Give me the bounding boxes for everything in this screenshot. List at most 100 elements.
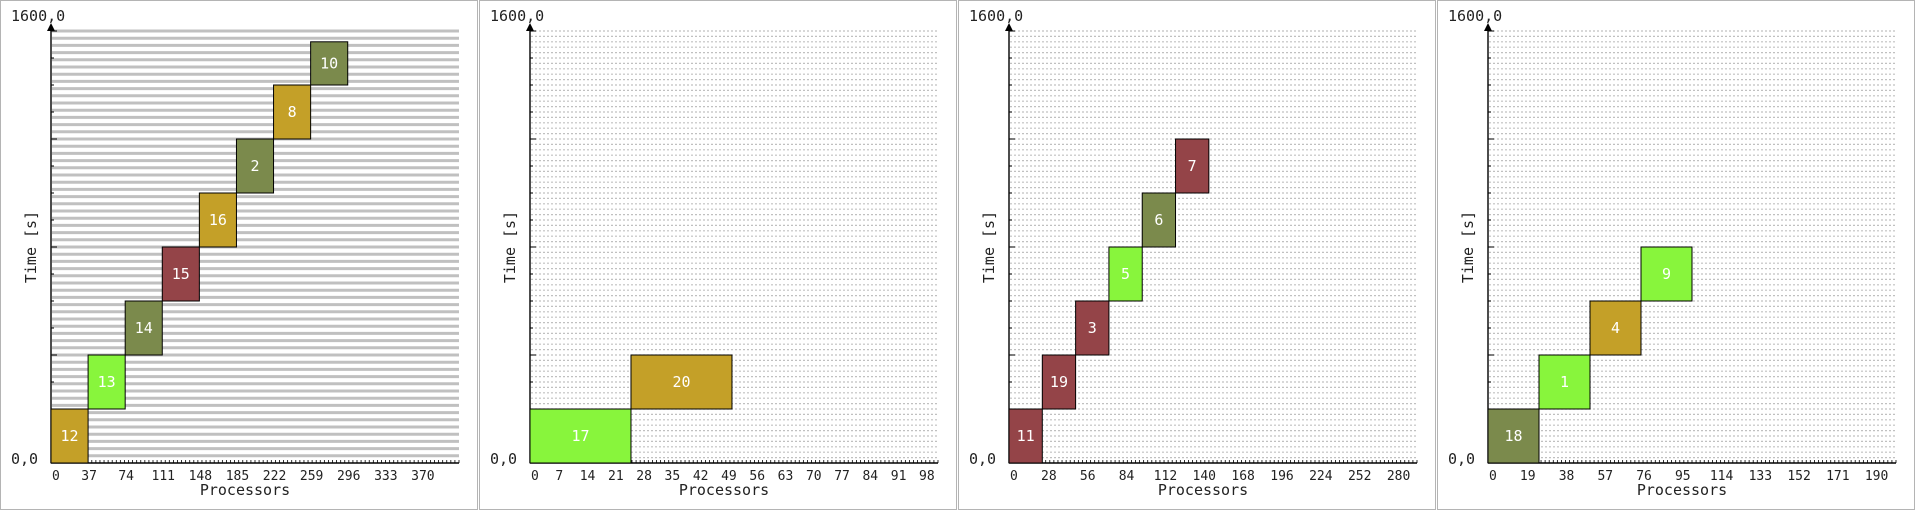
job-label: 6: [1154, 211, 1163, 229]
job-bar[interactable]: [124, 300, 163, 356]
x-tick-label: 56: [749, 469, 765, 484]
x-tick-label: 42: [693, 469, 709, 484]
job-bar[interactable]: [87, 354, 126, 410]
job-label: 1: [1560, 373, 1569, 391]
job-bar[interactable]: [1175, 138, 1210, 194]
x-tick-label: 185: [226, 469, 249, 484]
y-axis-label: Time [s]: [980, 211, 998, 283]
job-bar[interactable]: [273, 84, 312, 140]
x-tick-label: 140: [1193, 469, 1216, 484]
job-label: 2: [250, 157, 259, 175]
x-tick-label: 38: [1559, 469, 1575, 484]
job-bar[interactable]: [50, 408, 89, 464]
x-tick-label: 259: [300, 469, 323, 484]
job-bar[interactable]: [1538, 354, 1591, 410]
chart-svg: 0 7 14 21 28 35 42 49 56 63 70 77 84 91 98 1600,0 0,0 Pro…: [490, 7, 939, 499]
x-tick-label: 296: [337, 469, 360, 484]
job-label: 8: [288, 103, 297, 121]
chart-panel-4: 0 19 38 57 76 95 114 133 152 171 190 1600,0 0,0 Proce…: [1437, 0, 1915, 510]
x-tick-label: 84: [862, 469, 878, 484]
job-17[interactable]: 17: [529, 408, 632, 464]
chart-panel-2: 0 7 14 21 28 35 42 49 56 63 70 77 84 91 98 1600,0 0,0 Pro…: [479, 0, 957, 510]
job-4[interactable]: 4: [1589, 300, 1642, 356]
job-bar[interactable]: [1008, 408, 1043, 464]
x-tick-label: 19: [1520, 469, 1536, 484]
job-12[interactable]: 12: [50, 408, 89, 464]
job-6[interactable]: 6: [1141, 192, 1177, 248]
y-axis-label: Time [s]: [1459, 211, 1477, 283]
job-label: 7: [1188, 157, 1197, 175]
job-bar[interactable]: [1487, 408, 1540, 464]
job-3[interactable]: 3: [1075, 300, 1110, 356]
x-tick-label: 133: [1749, 469, 1772, 484]
job-7[interactable]: 7: [1175, 138, 1210, 194]
job-label: 19: [1050, 373, 1068, 391]
job-bar[interactable]: [1640, 246, 1693, 302]
job-bar[interactable]: [529, 408, 632, 464]
x-tick-label: 171: [1826, 469, 1849, 484]
y-axis-label: Time [s]: [501, 211, 519, 283]
job-label: 14: [135, 319, 153, 337]
x-tick-label: 35: [665, 469, 681, 484]
job-bar[interactable]: [1589, 300, 1642, 356]
job-1[interactable]: 1: [1538, 354, 1591, 410]
x-tick-label: 74: [118, 469, 134, 484]
y-max-label: 1600,0: [1448, 7, 1502, 25]
job-16[interactable]: 16: [198, 192, 237, 248]
job-13[interactable]: 13: [87, 354, 126, 410]
job-bar[interactable]: [1141, 192, 1177, 248]
job-9[interactable]: 9: [1640, 246, 1693, 302]
job-11[interactable]: 11: [1008, 408, 1043, 464]
x-tick-label: 28: [636, 469, 652, 484]
x-tick-label: 196: [1270, 469, 1293, 484]
grid: [531, 30, 938, 459]
x-tick-label: 224: [1309, 469, 1333, 484]
origin-label: 0,0: [1448, 450, 1475, 468]
job-14[interactable]: 14: [124, 300, 163, 356]
job-5[interactable]: 5: [1108, 246, 1143, 302]
y-axis-arrow-icon: [1005, 23, 1013, 31]
y-max-label: 1600,0: [969, 7, 1023, 25]
chart-svg: 0 28 56 84 112 140 168 196 224 252 2801600,00,0Pro…: [969, 7, 1418, 499]
job-2[interactable]: 2: [235, 138, 275, 194]
y-max-label: 1600,0: [11, 7, 65, 25]
job-8[interactable]: 8: [273, 84, 312, 140]
x-tick-label: 14: [580, 469, 596, 484]
job-bar[interactable]: [235, 138, 275, 194]
x-tick-label: 56: [1080, 469, 1096, 484]
job-bar[interactable]: [198, 192, 237, 248]
job-19[interactable]: 19: [1041, 354, 1077, 410]
job-10[interactable]: 10: [310, 41, 349, 86]
x-tick-label: 280: [1387, 469, 1410, 484]
job-label: 17: [571, 427, 589, 445]
origin-label: 0,0: [490, 450, 517, 468]
x-tick-label: 95: [1675, 469, 1691, 484]
job-bar[interactable]: [1075, 300, 1110, 356]
x-tick-label: 76: [1636, 469, 1652, 484]
job-label: 16: [209, 211, 227, 229]
y-axis-arrow-icon: [1484, 23, 1492, 31]
x-tick-label: 49: [721, 469, 737, 484]
x-tick-label: 0: [52, 469, 60, 484]
job-15[interactable]: 15: [161, 246, 200, 302]
y-axis-arrow-icon: [47, 23, 55, 31]
job-bar[interactable]: [1041, 354, 1077, 410]
job-bar[interactable]: [630, 354, 733, 410]
job-label: 18: [1504, 427, 1522, 445]
x-axis-label: Processors: [1158, 481, 1248, 499]
y-axis-arrow-icon: [526, 23, 534, 31]
x-tick-label: 0: [531, 469, 539, 484]
x-tick-label: 0: [1010, 469, 1018, 484]
job-label: 3: [1088, 319, 1097, 337]
job-label: 20: [672, 373, 690, 391]
x-tick-label: 63: [778, 469, 794, 484]
job-bar[interactable]: [161, 246, 200, 302]
job-18[interactable]: 18: [1487, 408, 1540, 464]
job-label: 13: [98, 373, 116, 391]
job-bar[interactable]: [1108, 246, 1143, 302]
job-20[interactable]: 20: [630, 354, 733, 410]
x-tick-label: 70: [806, 469, 822, 484]
x-tick-label: 252: [1348, 469, 1371, 484]
job-bar[interactable]: [310, 41, 349, 86]
x-tick-label: 21: [608, 469, 624, 484]
